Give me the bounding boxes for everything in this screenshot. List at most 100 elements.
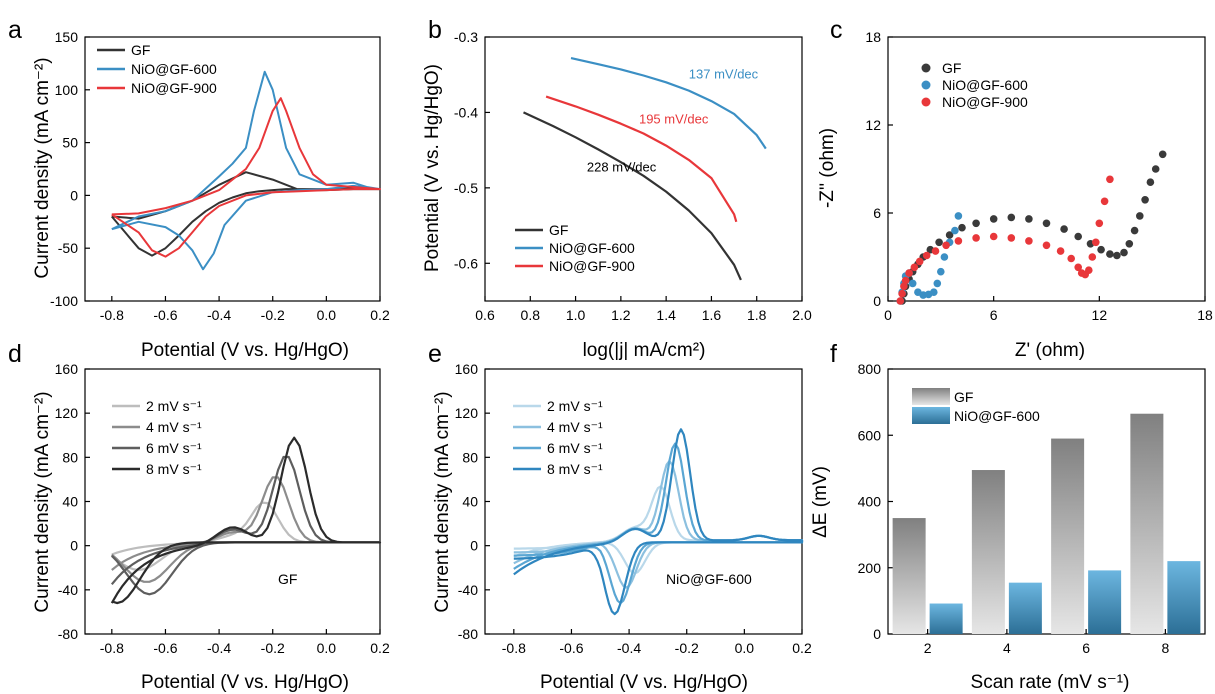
scatter-point bbox=[908, 279, 917, 288]
series-line bbox=[110, 455, 382, 596]
scatter-point bbox=[930, 288, 938, 297]
legend-label: NiO@GF-600 bbox=[954, 408, 1040, 424]
x-tick-label: 0.2 bbox=[370, 307, 390, 323]
legend-label: GF bbox=[131, 42, 150, 58]
y-tick-label: 0 bbox=[470, 538, 478, 554]
panel-label-a: a bbox=[8, 16, 22, 44]
slope-annotation: 195 mV/dec bbox=[639, 112, 709, 127]
legend-label: NiO@GF-900 bbox=[942, 94, 1028, 110]
scatter-point bbox=[1097, 245, 1105, 254]
scatter-point bbox=[1100, 197, 1109, 206]
scatter-point bbox=[989, 215, 998, 223]
y-tick-label: 150 bbox=[55, 29, 79, 45]
legend-label: 2 mV s⁻¹ bbox=[146, 398, 202, 414]
scatter-point bbox=[942, 241, 950, 250]
scatter-point bbox=[1074, 263, 1082, 272]
x-tick-label: 0.0 bbox=[317, 640, 337, 656]
x-tick-label: 1.8 bbox=[747, 307, 767, 323]
scatter-point bbox=[910, 263, 919, 272]
y-tick-label: 600 bbox=[858, 427, 882, 443]
scatter-point bbox=[935, 238, 943, 247]
x-tick-label: -0.2 bbox=[675, 640, 699, 656]
y-tick-label: -40 bbox=[58, 582, 78, 598]
x-tick-label: -0.6 bbox=[153, 307, 177, 323]
panel-b-x-axis-label: log(|j| mA/cm²) bbox=[583, 340, 706, 361]
y-tick-label: 160 bbox=[55, 361, 79, 377]
panel-label-d: d bbox=[8, 340, 22, 368]
x-tick-label: 0 bbox=[884, 307, 892, 323]
x-tick-label: 1.6 bbox=[702, 307, 722, 323]
scatter-point bbox=[958, 223, 966, 232]
legend-swatch bbox=[912, 388, 950, 405]
series-line bbox=[523, 111, 742, 281]
scatter-point bbox=[1088, 253, 1097, 261]
scatter-point bbox=[951, 226, 959, 235]
scatter-point bbox=[1042, 241, 1051, 250]
y-tick-label: 12 bbox=[865, 117, 881, 133]
panel-e-cv-scanrate-chart: e Potential (V vs. Hg/HgO) Current densi… bbox=[428, 340, 812, 693]
y-tick-label: 160 bbox=[455, 361, 479, 377]
panel-f-bar-chart: f Scan rate (mV s⁻¹) ΔE (mV) 0 200 400 600 8… bbox=[810, 340, 1206, 693]
panel-e-x-axis-label: Potential (V vs. Hg/HgO) bbox=[540, 672, 748, 693]
scatter-point bbox=[972, 219, 980, 228]
series-line bbox=[513, 428, 804, 616]
scatter-point bbox=[1025, 215, 1033, 223]
panel-d-x-axis-label: Potential (V vs. Hg/HgO) bbox=[141, 672, 349, 693]
x-tick-label: 1.4 bbox=[656, 307, 676, 323]
panel-label-f: f bbox=[830, 340, 837, 368]
x-tick-label: -0.6 bbox=[559, 640, 583, 656]
x-tick-label: -0.2 bbox=[261, 307, 285, 323]
x-tick-label: -0.6 bbox=[153, 640, 177, 656]
y-tick-label: 0 bbox=[873, 293, 881, 309]
y-tick-label: 120 bbox=[455, 405, 479, 421]
series-line bbox=[111, 97, 381, 258]
series-line bbox=[110, 436, 382, 605]
legend-label: 4 mV s⁻¹ bbox=[547, 419, 603, 435]
x-tick-label: -0.8 bbox=[100, 640, 124, 656]
panel-label-c: c bbox=[830, 16, 843, 44]
legend-label: GF bbox=[942, 60, 961, 76]
legend-label: 2 mV s⁻¹ bbox=[547, 398, 603, 414]
legend-label: 4 mV s⁻¹ bbox=[146, 419, 202, 435]
scatter-point bbox=[1106, 175, 1114, 184]
scatter-point bbox=[1146, 178, 1155, 186]
y-tick-label: -80 bbox=[58, 626, 78, 642]
series-line bbox=[570, 57, 767, 150]
scatter-point bbox=[1136, 212, 1144, 220]
scatter-point bbox=[1042, 219, 1051, 228]
legend-label: NiO@GF-600 bbox=[549, 240, 635, 256]
x-tick-label: -0.8 bbox=[502, 640, 526, 656]
panel-b-y-axis-label: Potential (V vs. Hg/HgO) bbox=[422, 64, 443, 272]
scatter-point bbox=[900, 282, 908, 291]
bar-nio-gf-600 bbox=[1008, 582, 1042, 634]
y-tick-label: 200 bbox=[858, 560, 882, 576]
y-tick-label: 40 bbox=[62, 494, 78, 510]
scatter-point bbox=[1113, 251, 1121, 260]
panel-f-x-axis-label: Scan rate (mV s⁻¹) bbox=[971, 672, 1130, 693]
x-tick-label: 0.2 bbox=[792, 640, 812, 656]
scatter-point bbox=[1106, 250, 1114, 258]
x-tick-label: 0.2 bbox=[370, 640, 390, 656]
panel-e-y-axis-label: Current density (mA cm⁻²) bbox=[432, 391, 453, 612]
bar-gf bbox=[971, 470, 1005, 634]
scatter-point bbox=[898, 289, 906, 298]
scatter-point bbox=[954, 237, 963, 245]
legend-label: GF bbox=[954, 389, 973, 405]
scatter-point bbox=[945, 231, 954, 239]
x-tick-label: 6 bbox=[1082, 640, 1090, 656]
scatter-point bbox=[1085, 266, 1093, 275]
y-tick-label: -100 bbox=[50, 293, 78, 309]
legend-swatch bbox=[921, 97, 931, 107]
panel-c-x-axis-label: Z' (ohm) bbox=[1015, 340, 1085, 361]
bar-nio-gf-600 bbox=[929, 603, 963, 634]
scatter-point bbox=[989, 232, 998, 241]
panel-c-nyquist-chart: c Z' (ohm) -Z'' (ohm) 0 6 12 18061218GFNiO@… bbox=[817, 16, 1213, 361]
scatter-point bbox=[1007, 234, 1016, 242]
panel-b-tafel-chart: b log(|j| mA/cm²) Potential (V vs. Hg/Hg… bbox=[422, 16, 812, 361]
panel-label-e: e bbox=[428, 340, 442, 368]
y-tick-label: 6 bbox=[873, 205, 881, 221]
slope-annotation: 137 mV/dec bbox=[689, 66, 759, 81]
y-tick-label: -0.5 bbox=[454, 180, 478, 196]
x-tick-label: 1.2 bbox=[611, 307, 631, 323]
